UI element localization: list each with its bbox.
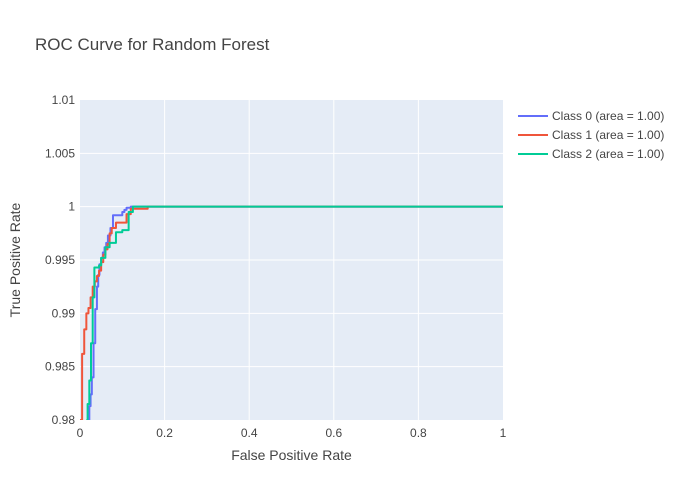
y-axis-label: True Positive Rate <box>7 202 23 317</box>
y-tick-label: 0.98 <box>52 413 76 427</box>
x-tick-label: 0.4 <box>241 426 258 440</box>
x-tick-label: 0.8 <box>410 426 427 440</box>
x-tick-label: 0.2 <box>156 426 173 440</box>
series-line-class-2 <box>86 205 503 420</box>
legend-item-class-0[interactable]: Class 0 (area = 1.00) <box>518 109 664 123</box>
y-tick-label: 1.005 <box>45 146 75 160</box>
y-tick-label: 0.985 <box>45 360 75 374</box>
x-tick-label: 0.6 <box>325 426 342 440</box>
chart-title: ROC Curve for Random Forest <box>35 35 270 54</box>
legend-item-class-2[interactable]: Class 2 (area = 1.00) <box>518 147 664 161</box>
y-tick-label: 0.995 <box>45 253 75 267</box>
x-tick-label: 0 <box>77 426 84 440</box>
y-tick-label: 1.01 <box>52 93 76 107</box>
y-axis-ticks: 0.98 0.985 0.99 0.995 1 1.005 1.01 <box>45 93 75 427</box>
x-axis-ticks: 0 0.2 0.4 0.6 0.8 1 <box>77 426 507 440</box>
legend-label: Class 0 (area = 1.00) <box>552 109 664 123</box>
legend-label: Class 2 (area = 1.00) <box>552 147 664 161</box>
legend-label: Class 1 (area = 1.00) <box>552 128 664 142</box>
y-tick-label: 0.99 <box>52 306 76 320</box>
series-lines <box>80 205 503 420</box>
legend-item-class-1[interactable]: Class 1 (area = 1.00) <box>518 128 664 142</box>
x-tick-label: 1 <box>500 426 507 440</box>
x-axis-label: False Positive Rate <box>231 447 352 463</box>
y-tick-label: 1 <box>68 200 75 214</box>
legend[interactable]: Class 0 (area = 1.00) Class 1 (area = 1.0… <box>518 109 664 161</box>
